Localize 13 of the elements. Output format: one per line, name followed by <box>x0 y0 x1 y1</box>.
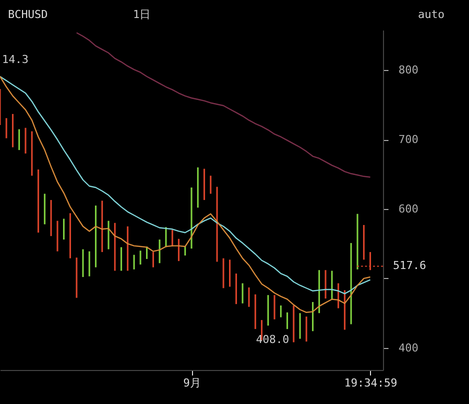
annotation: 408.0 <box>256 333 290 346</box>
y-tick-label: 600 <box>398 202 418 216</box>
y-tick-label: 700 <box>398 133 418 146</box>
y-tick-label: 400 <box>398 341 418 354</box>
chart-title: BCHUSD <box>8 8 48 21</box>
text: 1日 <box>133 8 151 21</box>
x-tick-label: 9月 <box>183 376 201 390</box>
ref-line-label: 517.6 <box>393 259 426 272</box>
line-series <box>76 32 371 178</box>
y-tick-label: 800 <box>398 64 418 77</box>
annotation: 14.3 <box>2 53 28 66</box>
text: auto <box>418 8 444 21</box>
x-tick-label: 19:34:59 <box>344 376 398 390</box>
